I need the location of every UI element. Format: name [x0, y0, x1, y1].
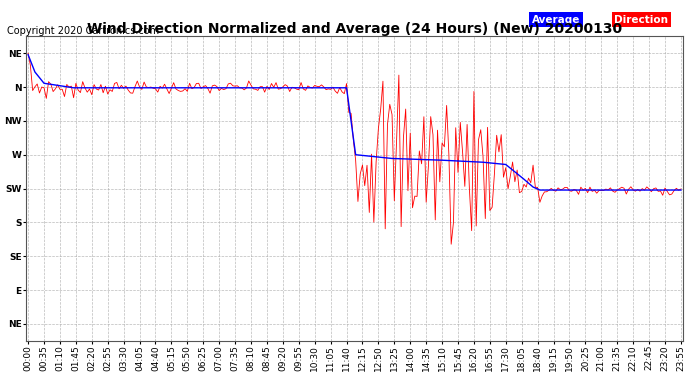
- Title: Wind Direction Normalized and Average (24 Hours) (New) 20200130: Wind Direction Normalized and Average (2…: [87, 22, 622, 36]
- Text: Direction: Direction: [614, 15, 668, 24]
- Text: Average: Average: [532, 15, 580, 24]
- Text: Copyright 2020 Cartronics.com: Copyright 2020 Cartronics.com: [7, 26, 159, 36]
